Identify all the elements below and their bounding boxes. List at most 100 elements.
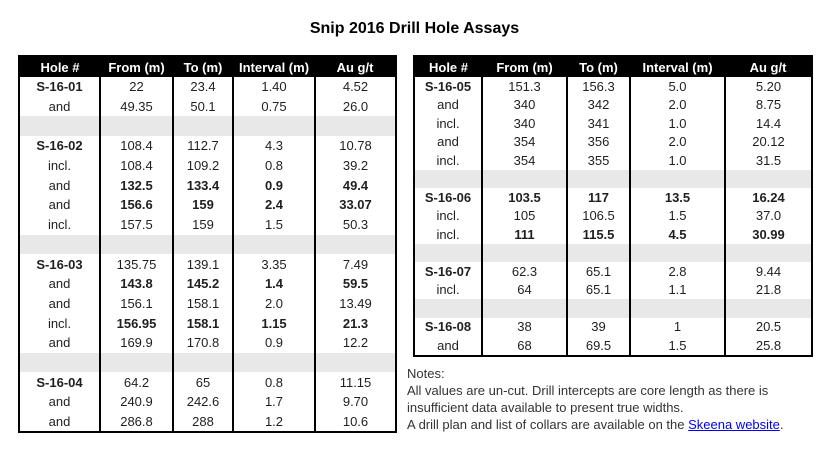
table-cell: 1.0 <box>629 114 726 133</box>
column-header: From (m) <box>100 56 173 77</box>
table-cell: 37.0 <box>724 206 813 225</box>
table-cell: 12.2 <box>314 332 397 353</box>
table-cell <box>413 243 483 262</box>
table-cell: 30.99 <box>724 225 813 244</box>
table-cell: 38 <box>481 317 568 336</box>
table-cell <box>413 299 483 318</box>
skeena-website-link[interactable]: Skeena website <box>688 417 780 432</box>
table-cell: 39 <box>566 317 631 336</box>
table-cell: S-16-04 <box>18 372 101 392</box>
table-cell: 64.2 <box>99 372 174 392</box>
table-cell <box>413 169 483 188</box>
table-cell: and <box>18 273 101 294</box>
assay-table-right: Hole # From (m) To (m) Interval (m) Au g/t S-… <box>413 55 813 357</box>
table-cell: and <box>18 332 101 353</box>
table-cell: 65.1 <box>566 262 631 281</box>
table-cell: 50.1 <box>172 96 234 117</box>
table-cell: 158.1 <box>172 293 234 314</box>
table-row: incl. 105 106.5 1.5 37.0 <box>413 206 813 225</box>
table-cell: 1.5 <box>232 214 316 235</box>
table-cell: 156.1 <box>99 293 174 314</box>
table-cell: 13.5 <box>629 188 726 207</box>
table-cell: and <box>18 195 101 215</box>
table-cell <box>172 352 234 373</box>
table-cell: 31.5 <box>724 151 813 170</box>
table-cell <box>172 116 234 137</box>
table-cell: and <box>18 96 101 117</box>
table-cell: 159 <box>172 214 234 235</box>
table-cell: 10.6 <box>314 411 397 433</box>
table-cell: and <box>18 293 101 314</box>
table-cell <box>18 116 101 137</box>
table-cell: 64 <box>481 280 568 299</box>
table-cell <box>629 169 726 188</box>
table-cell: 355 <box>566 151 631 170</box>
table-cell: and <box>413 336 483 356</box>
spacer-row <box>18 116 397 137</box>
table-cell: 354 <box>481 151 568 170</box>
table-row: S-16-06 103.5 117 13.5 16.24 <box>413 188 813 207</box>
table-cell: 103.5 <box>481 188 568 207</box>
table-cell <box>314 234 397 255</box>
table-row: S-16-07 62.3 65.1 2.8 9.44 <box>413 262 813 281</box>
notes: Notes: All values are un-cut. Drill inte… <box>407 365 784 433</box>
column-header: Interval (m) <box>233 56 315 77</box>
table-cell: 108.4 <box>99 136 174 156</box>
table-cell: 156.6 <box>99 195 174 215</box>
table-cell: incl. <box>18 155 101 176</box>
table-cell: 9.44 <box>724 262 813 281</box>
table-cell: incl. <box>18 313 101 333</box>
table-row: and 143.8 145.2 1.4 59.5 <box>18 273 397 294</box>
table-cell <box>566 169 631 188</box>
table-cell: 288 <box>172 411 234 433</box>
table-cell: 14.4 <box>724 114 813 133</box>
table-cell: 4.3 <box>232 136 316 156</box>
table-cell: 132.5 <box>99 175 174 196</box>
table-cell: 106.5 <box>566 206 631 225</box>
notes-link-prefix: A drill plan and list of collars are ava… <box>407 417 689 432</box>
table-cell: S-16-01 <box>18 77 101 97</box>
spacer-row <box>413 299 813 318</box>
table-cell: 62.3 <box>481 262 568 281</box>
table-row: incl. 157.5 159 1.5 50.3 <box>18 214 397 235</box>
table-cell <box>629 243 726 262</box>
notes-line-1: All values are un-cut. Drill intercepts … <box>407 383 769 398</box>
table-cell: 356 <box>566 132 631 151</box>
table-cell: 4.5 <box>629 225 726 244</box>
table-cell: 170.8 <box>172 332 234 353</box>
page-title: Snip 2016 Drill Hole Assays <box>309 20 520 37</box>
header-row: Hole # From (m) To (m) Interval (m) Au g/t <box>414 56 812 77</box>
table-cell: 159 <box>172 195 234 215</box>
table-cell: 1.40 <box>232 77 316 97</box>
column-header: To (m) <box>567 56 630 77</box>
table-cell: and <box>413 95 483 114</box>
table-cell: incl. <box>413 114 483 133</box>
table-cell: 59.5 <box>314 273 397 294</box>
table-cell: 342 <box>566 95 631 114</box>
table-cell: 49.4 <box>314 175 397 196</box>
table-cell <box>99 352 174 373</box>
spacer-row <box>413 243 813 262</box>
table-cell: 2.0 <box>629 95 726 114</box>
table-cell: 65.1 <box>566 280 631 299</box>
table-row: incl. 108.4 109.2 0.8 39.2 <box>18 155 397 176</box>
table-cell: 5.20 <box>724 77 813 96</box>
column-header: Hole # <box>414 56 482 77</box>
spacer-row <box>18 352 397 373</box>
table-cell: 1.15 <box>232 313 316 333</box>
table-cell: 2.0 <box>629 132 726 151</box>
table-cell: incl. <box>413 225 483 244</box>
table-cell: 117 <box>566 188 631 207</box>
table-cell: 39.2 <box>314 155 397 176</box>
column-header: Au g/t <box>725 56 812 77</box>
table-cell: 1.0 <box>629 151 726 170</box>
table-row: incl. 156.95 158.1 1.15 21.3 <box>18 313 397 333</box>
table-cell: 16.24 <box>724 188 813 207</box>
header-row: Hole # From (m) To (m) Interval (m) Au g/t <box>19 56 396 77</box>
table-row: incl. 340 341 1.0 14.4 <box>413 114 813 133</box>
table-cell: 169.9 <box>99 332 174 353</box>
table-row: S-16-08 38 39 1 20.5 <box>413 317 813 336</box>
table-cell: 286.8 <box>99 411 174 433</box>
table-cell: 1.2 <box>232 411 316 433</box>
table-cell: and <box>18 411 101 433</box>
